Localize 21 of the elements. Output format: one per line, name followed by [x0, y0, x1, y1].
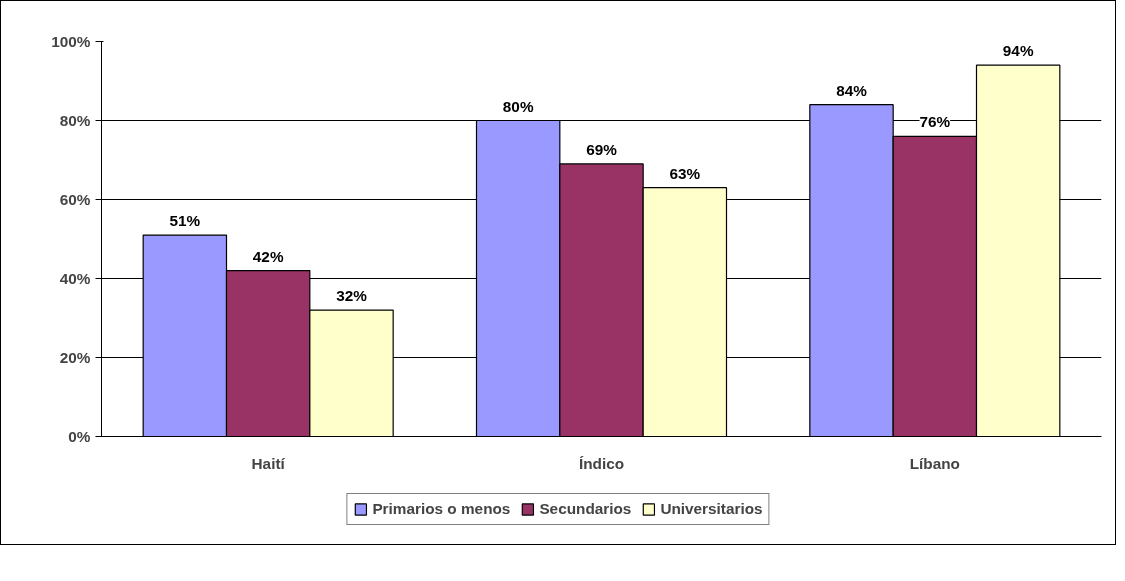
x-tick-label: Haití: [251, 454, 286, 472]
legend-label: Primarios o menos: [372, 500, 511, 518]
data-label: 32%: [336, 287, 368, 305]
data-label: 51%: [169, 212, 201, 230]
legend-label: Secundarios: [539, 500, 632, 518]
x-tick-label: Índico: [578, 454, 625, 472]
y-tick-label: 80%: [59, 112, 91, 129]
y-tick-label: 40%: [59, 270, 91, 287]
y-tick-label: 60%: [59, 191, 91, 208]
data-label: 69%: [586, 140, 618, 158]
y-tick-label: 0%: [68, 428, 91, 445]
y-tick-label: 20%: [59, 349, 91, 366]
data-label: 63%: [669, 164, 701, 182]
legend-label: Universitarios: [660, 500, 763, 518]
data-label: 84%: [836, 81, 868, 99]
data-label: 94%: [1002, 42, 1034, 60]
x-tick-label: Líbano: [909, 454, 960, 472]
y-tick-label: 100%: [51, 33, 91, 50]
data-label: 76%: [919, 113, 951, 131]
data-label: 42%: [252, 247, 284, 265]
data-label: 80%: [502, 97, 534, 115]
